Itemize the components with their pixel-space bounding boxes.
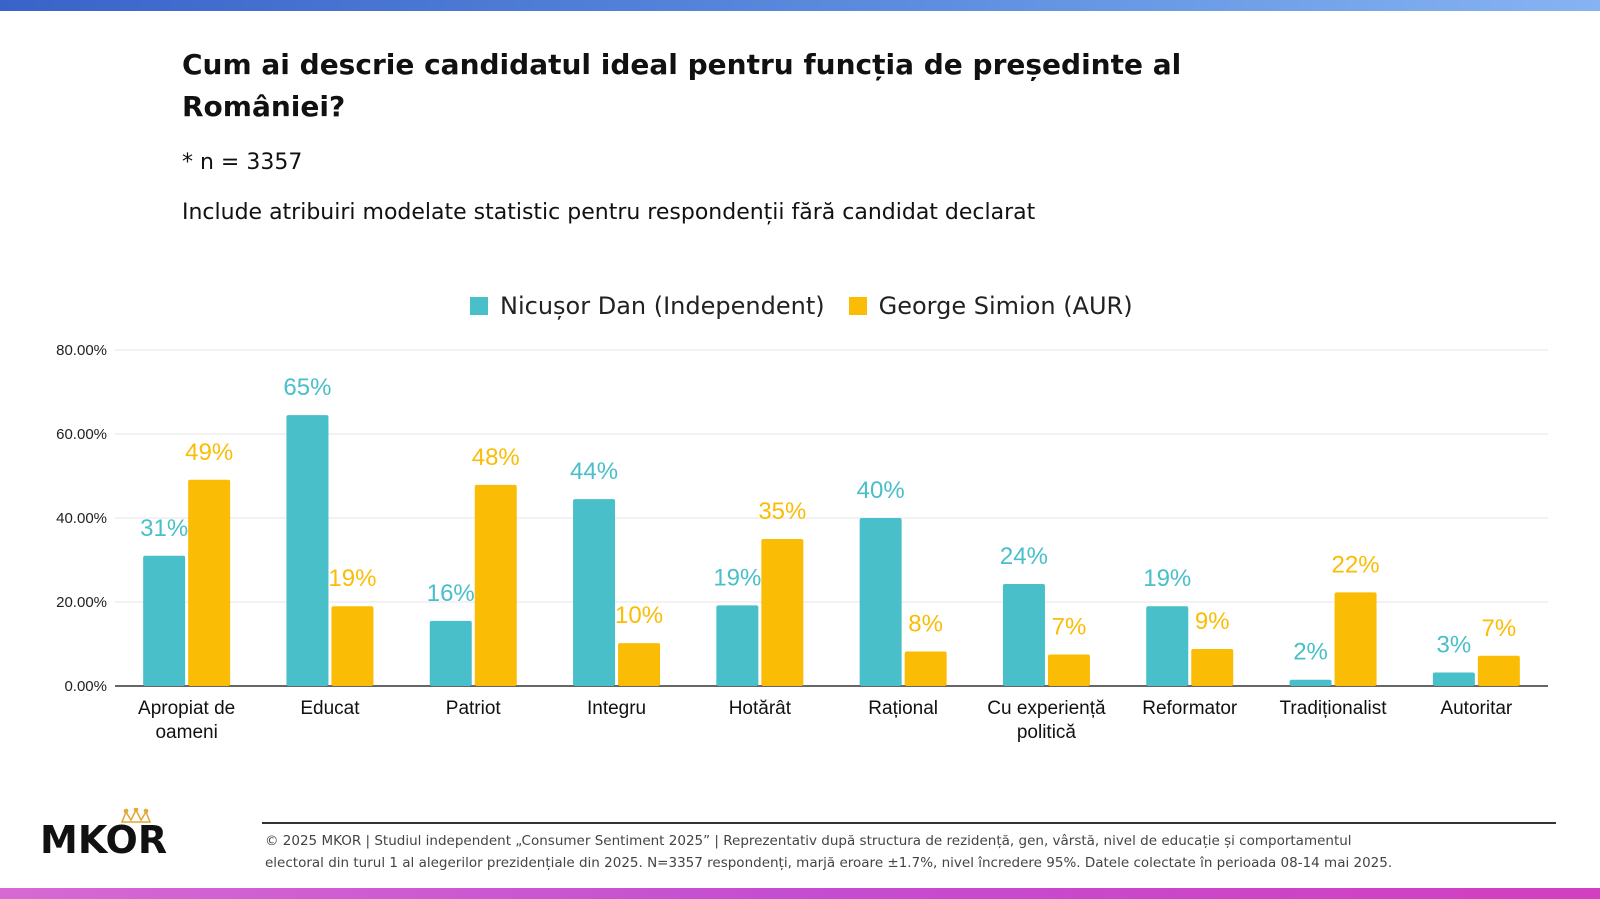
x-tick-label: Autoritar bbox=[1440, 698, 1512, 719]
x-tick-label: Educat bbox=[300, 698, 360, 719]
chart-legend: Nicușor Dan (Independent) George Simion … bbox=[470, 288, 1133, 324]
legend-item-simion: George Simion (AUR) bbox=[848, 292, 1133, 320]
data-label-simion: 7% bbox=[1482, 615, 1517, 642]
bar-simion bbox=[1047, 654, 1090, 686]
data-label-simion: 10% bbox=[615, 602, 663, 629]
data-label-dan: 31% bbox=[140, 515, 188, 542]
data-label-dan: 40% bbox=[857, 477, 905, 504]
logo-text: MKOR bbox=[40, 818, 167, 862]
bar-simion bbox=[188, 479, 231, 686]
footer-line-1: © 2025 MKOR | Studiul independent „Consu… bbox=[265, 833, 1352, 849]
legend-label-simion: George Simion (AUR) bbox=[878, 292, 1133, 320]
bar-simion bbox=[1477, 655, 1520, 686]
y-tick-label: 60.00% bbox=[56, 426, 107, 443]
data-label-dan: 3% bbox=[1437, 632, 1472, 659]
data-label-simion: 19% bbox=[328, 565, 376, 592]
data-label-dan: 19% bbox=[713, 564, 761, 591]
data-label-dan: 24% bbox=[1000, 543, 1048, 570]
footer-divider bbox=[262, 822, 1556, 824]
data-label-simion: 35% bbox=[758, 498, 806, 525]
y-tick-label: 40.00% bbox=[56, 510, 107, 527]
data-label-dan: 2% bbox=[1293, 639, 1328, 666]
crown-icon bbox=[120, 808, 152, 823]
legend-label-dan: Nicușor Dan (Independent) bbox=[500, 292, 825, 320]
x-tick-label: Apropiat de bbox=[138, 698, 235, 719]
footer-disclaimer: © 2025 MKOR | Studiul independent „Consu… bbox=[265, 830, 1565, 874]
bar-simion bbox=[1191, 649, 1234, 686]
footer-line-2: electoral din turul 1 al alegerilor prez… bbox=[265, 855, 1393, 871]
bottom-accent-bar bbox=[0, 888, 1600, 899]
mkor-logo: MKOR bbox=[40, 808, 167, 862]
data-label-dan: 44% bbox=[570, 458, 618, 485]
chart-title: Cum ai descrie candidatul ideal pentru f… bbox=[182, 48, 1182, 123]
x-tick-label: Cu experiență bbox=[987, 698, 1106, 719]
bar-dan bbox=[573, 499, 616, 686]
legend-swatch-dan bbox=[470, 297, 488, 315]
bar-dan bbox=[1002, 583, 1045, 686]
data-label-dan: 16% bbox=[427, 580, 475, 607]
legend-item-dan: Nicușor Dan (Independent) bbox=[470, 292, 825, 320]
x-tick-label: oameni bbox=[155, 722, 217, 743]
bar-dan bbox=[143, 555, 186, 686]
y-tick-label: 0.00% bbox=[64, 678, 107, 695]
bar-simion bbox=[474, 484, 517, 686]
x-tick-label: politică bbox=[1017, 722, 1077, 743]
data-label-simion: 49% bbox=[185, 439, 233, 466]
data-label-dan: 65% bbox=[283, 374, 331, 401]
data-label-simion: 9% bbox=[1195, 608, 1230, 635]
x-tick-label: Rațional bbox=[868, 698, 938, 719]
bar-simion bbox=[331, 606, 374, 686]
chart-subtitle: Include atribuiri modelate statistic pen… bbox=[182, 200, 1036, 225]
x-tick-label: Integru bbox=[587, 698, 646, 719]
bar-dan bbox=[859, 518, 902, 686]
bar-simion bbox=[618, 643, 661, 686]
bar-dan bbox=[1289, 679, 1332, 686]
x-tick-label: Tradiționalist bbox=[1280, 698, 1388, 719]
sample-size-note: * n = 3357 bbox=[182, 150, 303, 175]
x-tick-label: Reformator bbox=[1142, 698, 1238, 719]
bar-dan bbox=[716, 605, 759, 686]
bar-dan bbox=[429, 620, 472, 686]
top-accent-bar bbox=[0, 0, 1600, 11]
legend-swatch-simion bbox=[848, 297, 867, 315]
bar-dan bbox=[1146, 606, 1189, 686]
bar-simion bbox=[1334, 592, 1377, 686]
bar-dan bbox=[286, 415, 329, 686]
bar-simion bbox=[761, 539, 804, 686]
x-tick-label: Patriot bbox=[446, 698, 502, 719]
data-label-simion: 7% bbox=[1052, 614, 1087, 641]
x-tick-label: Hotărât bbox=[729, 698, 792, 719]
data-label-simion: 8% bbox=[908, 611, 943, 638]
data-label-dan: 19% bbox=[1143, 565, 1191, 592]
bar-dan bbox=[1432, 672, 1475, 686]
y-tick-label: 20.00% bbox=[56, 594, 107, 611]
data-label-simion: 48% bbox=[472, 444, 520, 471]
y-tick-label: 80.00% bbox=[56, 342, 107, 359]
data-label-simion: 22% bbox=[1332, 551, 1380, 578]
bar-chart: 0.00% 20.00% 40.00% 60.00% 80.00% 31% 49% Aprop… bbox=[56, 342, 1548, 743]
bar-simion bbox=[904, 651, 947, 686]
